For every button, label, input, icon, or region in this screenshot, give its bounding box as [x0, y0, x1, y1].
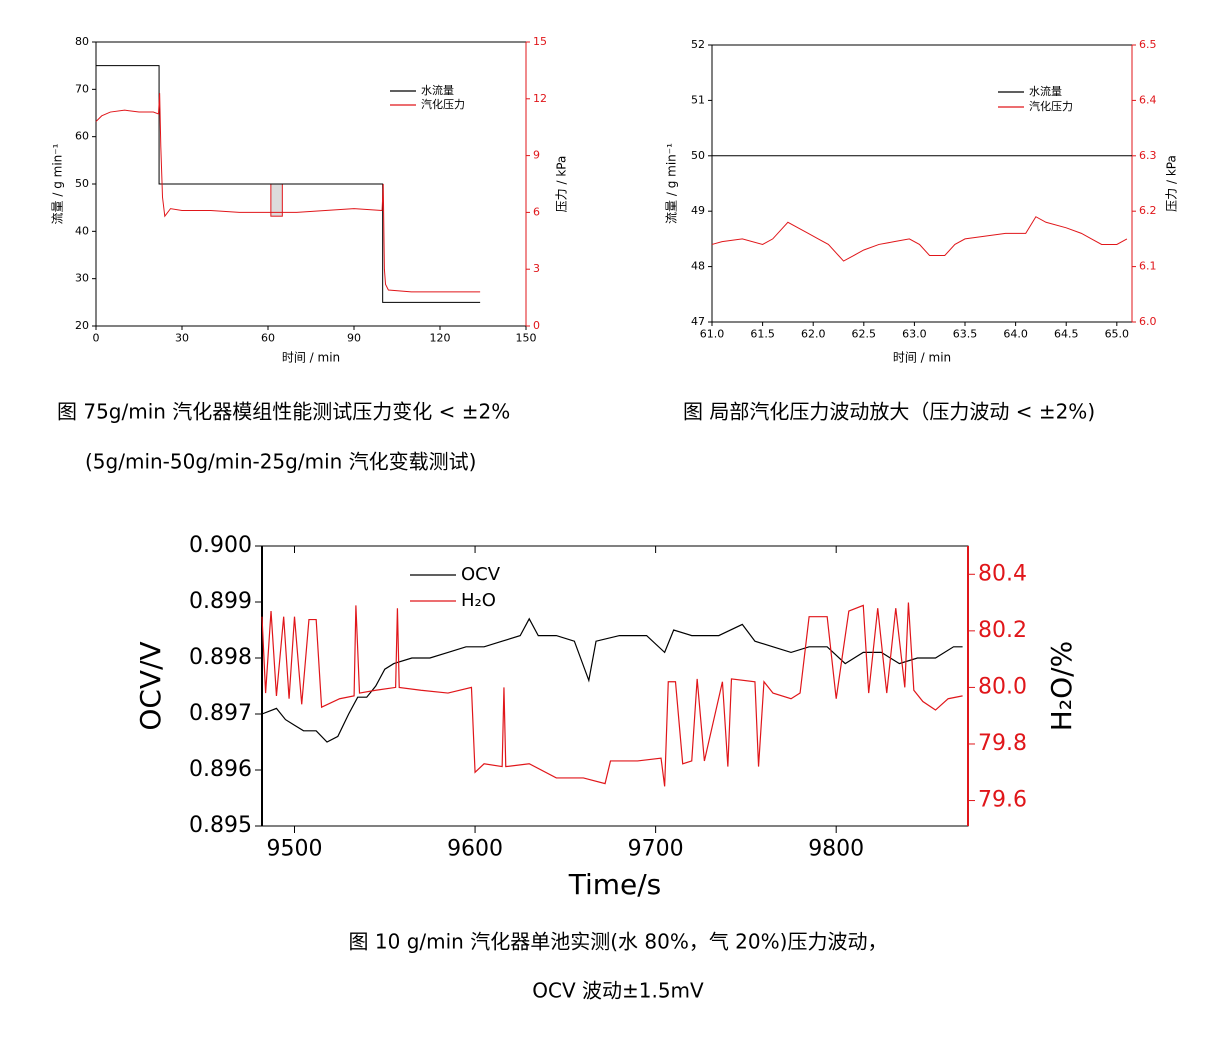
- x-tick-label: 64.5: [1054, 327, 1079, 340]
- x-tick-label: 120: [430, 331, 451, 344]
- y2-tick-label: 80.2: [978, 618, 1027, 643]
- data-line: [95, 93, 481, 293]
- y2-tick-label: 0: [533, 319, 540, 332]
- y2-axis-label: H₂O/%: [1045, 641, 1078, 731]
- y2-axis-label: 压力 / kPa: [1165, 155, 1179, 212]
- x-tick-label: 61.0: [700, 327, 725, 340]
- y2-tick-label: 6.2: [1139, 204, 1157, 217]
- y2-tick-label: 80.4: [978, 561, 1027, 586]
- y-tick-label: 20: [75, 319, 89, 332]
- y-tick-label: 0.895: [189, 813, 252, 838]
- y-tick-label: 0.899: [189, 589, 252, 614]
- y2-tick-label: 15: [533, 35, 547, 48]
- y-tick-label: 0.900: [189, 533, 252, 558]
- plot-frame: [261, 545, 969, 827]
- x-tick-label: 9600: [447, 837, 503, 862]
- y2-tick-label: 79.8: [978, 731, 1027, 756]
- legend-label: 水流量: [421, 83, 454, 97]
- caption: OCV 波动±1.5mV: [532, 979, 704, 1003]
- legend-label: OCV: [461, 564, 501, 585]
- y-tick-label: 0.897: [189, 701, 252, 726]
- x-tick-label: 9700: [628, 837, 684, 862]
- y2-tick-label: 12: [533, 92, 547, 105]
- x-tick-label: 60: [261, 331, 275, 344]
- y2-tick-label: 6: [533, 205, 540, 218]
- y2-tick-label: 6.5: [1139, 38, 1157, 51]
- x-axis-label: 时间 / min: [282, 351, 340, 365]
- y-tick-label: 48: [691, 260, 705, 273]
- y2-tick-label: 80.0: [978, 674, 1027, 699]
- data-line: [711, 216, 1128, 262]
- legend-label: 水流量: [1029, 84, 1062, 98]
- x-tick-label: 64.0: [1003, 327, 1028, 340]
- legend-label: 汽化压力: [1029, 99, 1073, 113]
- y-tick-label: 0.896: [189, 757, 252, 782]
- x-axis-label: 时间 / min: [893, 351, 951, 365]
- data-line: [96, 65, 481, 303]
- legend-label: 汽化压力: [421, 97, 465, 111]
- y-tick-label: 0.898: [189, 645, 252, 670]
- y-tick-label: 80: [75, 35, 89, 48]
- x-tick-label: 61.5: [750, 327, 775, 340]
- caption: 图 局部汽化压力波动放大（压力波动 < ±2%): [683, 400, 1095, 424]
- y2-tick-label: 79.6: [978, 788, 1027, 813]
- x-tick-label: 63.0: [902, 327, 927, 340]
- y-tick-label: 50: [75, 177, 89, 190]
- highlight-box: [270, 183, 283, 217]
- y-axis-label: 流量 / g min⁻¹: [51, 143, 65, 224]
- y-tick-label: 40: [75, 224, 89, 237]
- data-line: [261, 617, 963, 743]
- y-tick-label: 50: [691, 149, 705, 162]
- caption: 图 75g/min 汽化器模组性能测试压力变化 < ±2%: [57, 400, 510, 424]
- caption: (5g/min-50g/min-25g/min 汽化变载测试): [85, 450, 476, 474]
- data-line: [261, 602, 963, 787]
- y-tick-label: 30: [75, 272, 89, 285]
- x-tick-label: 63.5: [953, 327, 978, 340]
- y-tick-label: 60: [75, 130, 89, 143]
- caption: 图 10 g/min 汽化器单池实测(水 80%，气 20%)压力波动，: [349, 930, 888, 954]
- y2-tick-label: 3: [533, 262, 540, 275]
- y-tick-label: 70: [75, 82, 89, 95]
- x-tick-label: 65.0: [1105, 327, 1130, 340]
- y2-tick-label: 9: [533, 149, 540, 162]
- y2-tick-label: 6.4: [1139, 93, 1157, 106]
- x-tick-label: 62.0: [801, 327, 826, 340]
- x-tick-label: 9800: [808, 837, 864, 862]
- y2-tick-label: 6.0: [1139, 315, 1157, 328]
- y-tick-label: 49: [691, 204, 705, 217]
- y2-axis-label: 压力 / kPa: [555, 156, 569, 213]
- y-axis-label: OCV/V: [134, 641, 167, 730]
- x-tick-label: 62.5: [852, 327, 877, 340]
- x-axis-label: Time/s: [568, 868, 662, 901]
- x-tick-label: 0: [93, 331, 100, 344]
- x-tick-label: 9500: [267, 837, 323, 862]
- x-tick-label: 30: [175, 331, 189, 344]
- y-tick-label: 51: [691, 93, 705, 106]
- y2-tick-label: 6.1: [1139, 260, 1157, 273]
- y-axis-label: 流量 / g min⁻¹: [665, 143, 679, 224]
- y-tick-label: 52: [691, 38, 705, 51]
- x-tick-label: 150: [516, 331, 537, 344]
- x-tick-label: 90: [347, 331, 361, 344]
- plot-frame: [711, 44, 1133, 323]
- legend-label: H₂O: [461, 590, 496, 611]
- y2-tick-label: 6.3: [1139, 149, 1157, 162]
- y-tick-label: 47: [691, 315, 705, 328]
